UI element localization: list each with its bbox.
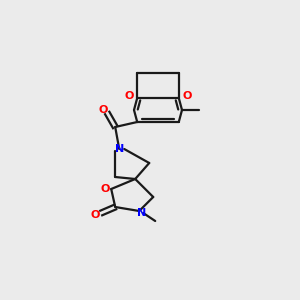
Text: O: O [124,91,134,101]
Text: O: O [182,91,191,101]
Text: N: N [115,144,124,154]
Text: O: O [91,210,100,220]
Text: O: O [100,184,110,194]
Text: N: N [136,208,146,218]
Text: O: O [98,105,108,115]
